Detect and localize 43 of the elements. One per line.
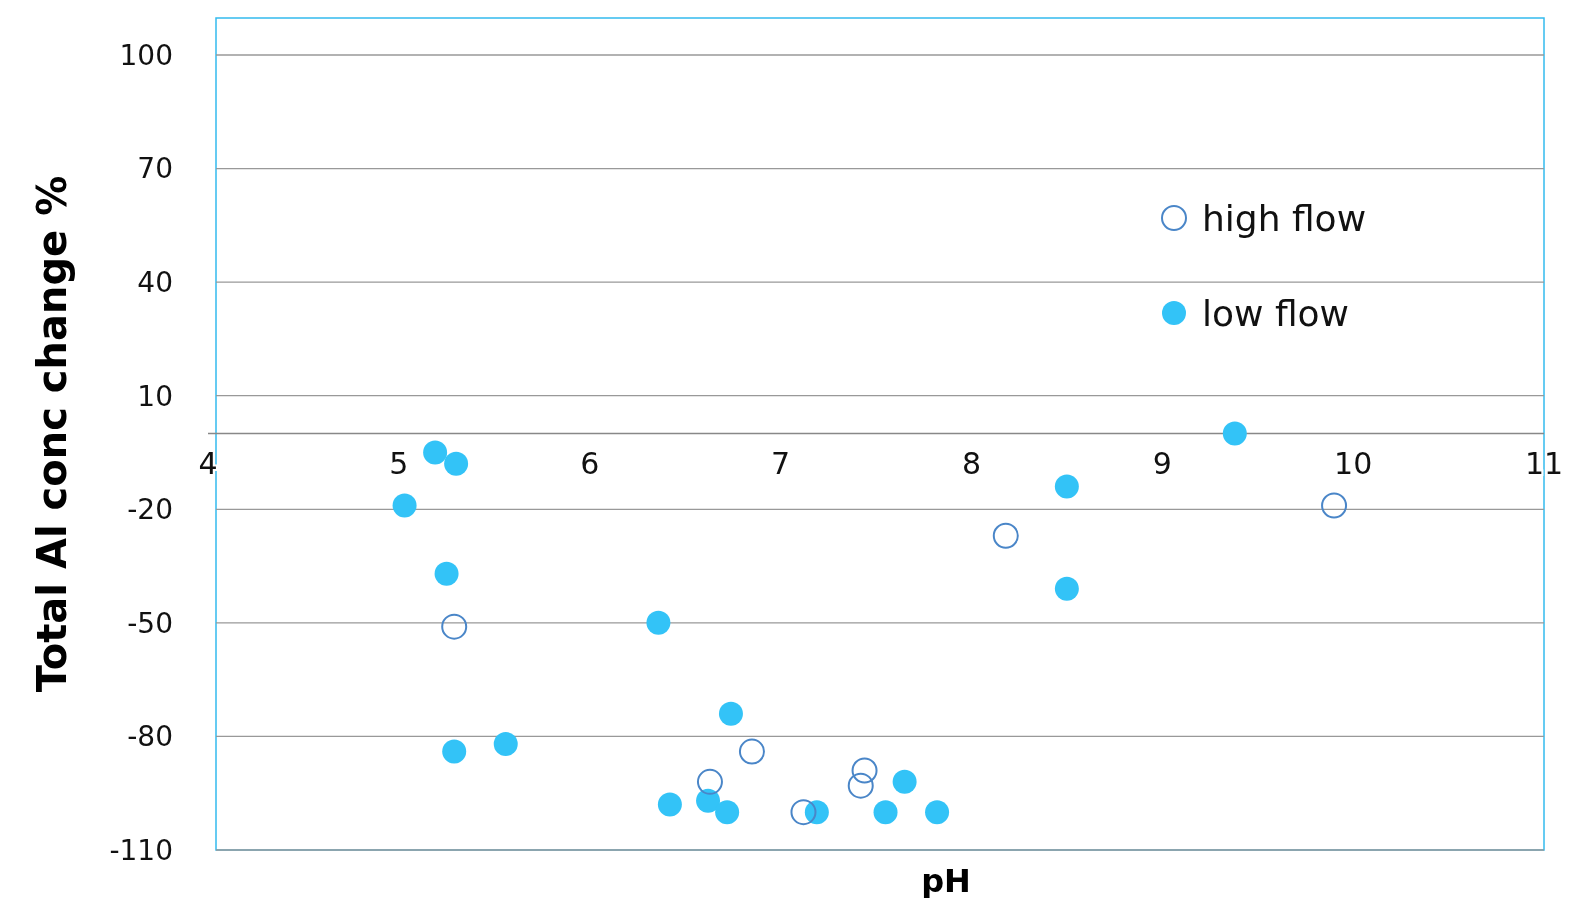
point [738,738,765,765]
point [657,792,682,817]
x-tick-label: 8 [961,445,981,481]
point [847,772,874,799]
point [392,493,417,518]
point [851,757,878,784]
x-tick-label: 7 [771,445,791,481]
point [715,800,740,825]
point [442,739,467,764]
point [1054,576,1079,601]
x-tick-label: 5 [389,445,409,481]
point [646,610,671,635]
point [1222,421,1247,446]
x-axis-title: pH [921,862,971,900]
point [444,451,469,476]
legend-label: high flow [1202,197,1367,239]
y-tick-label: 10 [137,379,173,413]
point [423,440,448,465]
point [696,788,721,813]
y-tick-label: -20 [127,493,173,527]
point [1054,474,1079,499]
point [718,701,743,726]
y-tick-label: 100 [119,38,173,72]
y-axis-title: Total Al conc change % [29,175,75,693]
point [434,561,459,586]
y-tick-label: -110 [109,833,173,867]
legend-label: low flow [1202,292,1350,334]
y-tick-label: -50 [127,606,173,640]
x-tick-label: 10 [1334,445,1373,481]
point [493,732,518,756]
point [696,768,723,795]
point [873,800,898,825]
point [1321,492,1348,519]
point [790,799,817,826]
x-tick-label: 9 [1152,445,1172,481]
x-tick-label: 6 [580,445,600,481]
y-tick-label: 40 [137,265,173,299]
point [992,522,1019,549]
y-tick-label: -80 [127,720,173,754]
point [892,769,917,794]
point [441,613,468,640]
point [925,800,950,825]
y-tick-label: 70 [137,152,173,186]
